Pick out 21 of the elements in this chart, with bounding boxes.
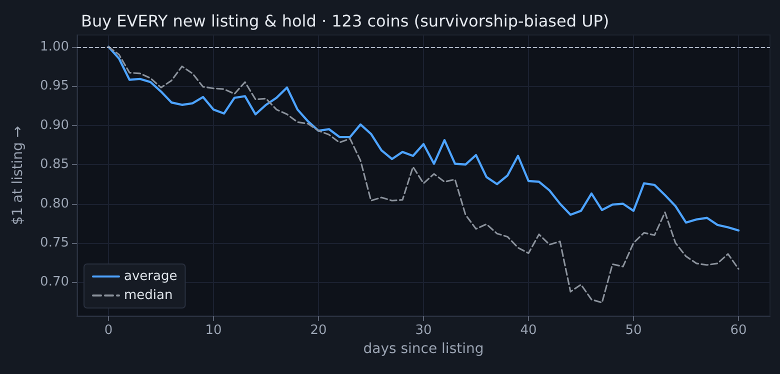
y-tick-label: 0.90 <box>40 118 69 133</box>
x-tick-label: 0 <box>104 323 113 338</box>
line-series <box>107 46 740 232</box>
chart-title: Buy EVERY new listing & hold · 123 coins (survivorship-biased UP) <box>81 12 610 30</box>
line-series <box>108 46 740 304</box>
y-tick-label: 0.80 <box>40 196 69 212</box>
x-tick-label: 50 <box>625 323 642 338</box>
legend-label: median <box>124 288 173 303</box>
x-tick-label: 60 <box>730 323 747 338</box>
x-tick-label: 20 <box>310 323 327 338</box>
y-axis-title: $1 at listing → <box>10 126 26 226</box>
y-tick-label: 0.85 <box>40 157 69 172</box>
legend-label: average <box>124 269 178 284</box>
y-tick-label: 0.75 <box>40 236 69 251</box>
y-tick-label: 0.95 <box>40 78 69 94</box>
y-tick-label: 0.70 <box>40 274 69 290</box>
x-tick-label: 40 <box>520 323 537 338</box>
y-tick-label: 1.00 <box>40 39 69 54</box>
x-axis-title: days since listing <box>363 341 484 357</box>
x-tick-label: 30 <box>415 323 432 338</box>
x-tick-label: 10 <box>205 323 222 338</box>
